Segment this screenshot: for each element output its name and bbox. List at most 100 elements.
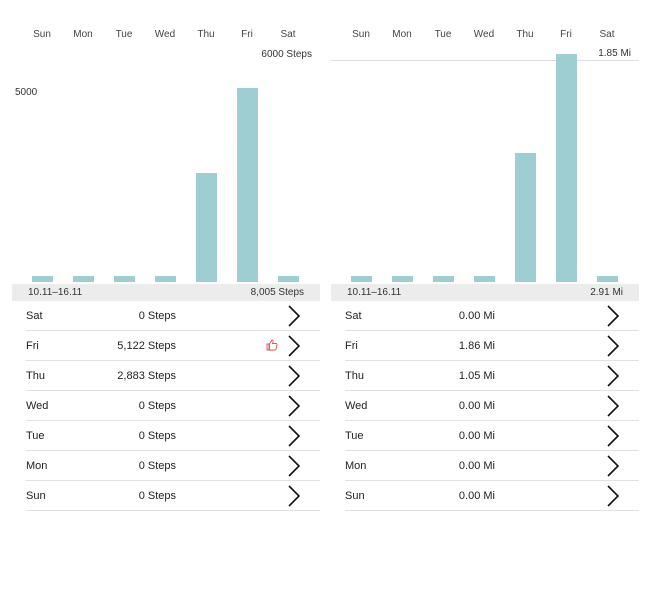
day-label-tue: Tue: [434, 29, 452, 40]
row-day-label: Tue: [26, 430, 45, 442]
distance-goal-label: 1.85 Mi: [598, 48, 631, 59]
bar-wed: [473, 276, 495, 282]
distance-date-range: 10.11–16.11: [347, 287, 402, 298]
steps-row-sat[interactable]: Sat 0 Steps: [26, 301, 320, 331]
day-label-sun: Sun: [33, 29, 51, 40]
day-label-thu: Thu: [197, 29, 215, 40]
steps-day-list: Sat 0 Steps Fri 5,122 Steps Thu 2,883 St…: [26, 301, 320, 511]
day-label-fri: Fri: [560, 29, 572, 40]
distance-total: 2.91 Mi: [590, 287, 623, 298]
bar-tue: [432, 276, 454, 282]
distance-row-sun[interactable]: Sun 0.00 Mi: [345, 481, 639, 511]
chevron-right-icon[interactable]: [282, 424, 306, 448]
bar-fri: [236, 88, 258, 282]
day-label-sun: Sun: [352, 29, 370, 40]
row-day-label: Fri: [345, 340, 358, 352]
chevron-right-icon[interactable]: [601, 454, 625, 478]
distance-row-sat[interactable]: Sat 0.00 Mi: [345, 301, 639, 331]
steps-row-mon[interactable]: Mon 0 Steps: [26, 451, 320, 481]
row-day-label: Thu: [345, 370, 364, 382]
bar-mon: [391, 276, 413, 282]
row-day-label: Mon: [26, 460, 48, 472]
distance-row-wed[interactable]: Wed 0.00 Mi: [345, 391, 639, 421]
steps-date-range: 10.11–16.11: [28, 287, 83, 298]
row-value: 0.00 Mi: [458, 400, 495, 412]
bar-thu: [514, 153, 536, 282]
row-value: 0.00 Mi: [458, 490, 495, 502]
row-value: 0 Steps: [138, 310, 176, 322]
row-day-label: Sun: [345, 490, 365, 502]
row-day-label: Sun: [26, 490, 46, 502]
row-value: 5,122 Steps: [117, 340, 176, 352]
bar-sat: [277, 276, 299, 282]
distance-summary-bar: 10.11–16.11 2.91 Mi: [331, 284, 639, 301]
steps-total: 8,005 Steps: [250, 287, 304, 298]
distance-panel: Sun Mon Tue Wed Thu Fri Sat 1.85 Mi 10.1…: [331, 0, 639, 603]
row-day-label: Wed: [26, 400, 49, 412]
bar-sun: [350, 276, 372, 282]
distance-row-fri[interactable]: Fri 1.86 Mi: [345, 331, 639, 361]
day-label-mon: Mon: [392, 29, 412, 40]
day-label-sat: Sat: [599, 29, 615, 40]
day-label-wed: Wed: [154, 29, 176, 40]
row-value: 0 Steps: [138, 460, 176, 472]
day-label-thu: Thu: [516, 29, 534, 40]
chevron-right-icon[interactable]: [601, 334, 625, 358]
row-day-label: Sat: [26, 310, 43, 322]
steps-row-thu[interactable]: Thu 2,883 Steps: [26, 361, 320, 391]
chevron-right-icon[interactable]: [282, 394, 306, 418]
bar-wed: [154, 276, 176, 282]
row-day-label: Fri: [26, 340, 39, 352]
row-value: 2,883 Steps: [117, 370, 176, 382]
chevron-right-icon[interactable]: [282, 484, 306, 508]
row-day-label: Tue: [345, 430, 364, 442]
steps-ytick-label: 5000: [15, 87, 38, 98]
bar-sun: [31, 276, 53, 282]
bar-mon: [72, 276, 94, 282]
row-day-label: Sat: [345, 310, 362, 322]
chevron-right-icon[interactable]: [282, 304, 306, 328]
chevron-right-icon[interactable]: [601, 394, 625, 418]
distance-day-list: Sat 0.00 Mi Fri 1.86 Mi Thu 1.05 Mi Wed …: [345, 301, 639, 511]
thumbs-up-icon: [266, 339, 278, 351]
distance-chart: Sun Mon Tue Wed Thu Fri Sat 1.85 Mi: [331, 0, 639, 284]
distance-goal-line: [331, 60, 639, 61]
row-value: 0.00 Mi: [458, 310, 495, 322]
row-value: 0.00 Mi: [458, 430, 495, 442]
row-day-label: Wed: [345, 400, 368, 412]
day-label-wed: Wed: [473, 29, 495, 40]
row-day-label: Mon: [345, 460, 367, 472]
day-label-tue: Tue: [115, 29, 133, 40]
distance-row-tue[interactable]: Tue 0.00 Mi: [345, 421, 639, 451]
steps-row-fri[interactable]: Fri 5,122 Steps: [26, 331, 320, 361]
steps-row-sun[interactable]: Sun 0 Steps: [26, 481, 320, 511]
bar-tue: [113, 276, 135, 282]
chevron-right-icon[interactable]: [282, 364, 306, 388]
chevron-right-icon[interactable]: [601, 364, 625, 388]
day-label-sat: Sat: [280, 29, 296, 40]
row-value: 0 Steps: [138, 430, 176, 442]
chevron-right-icon[interactable]: [282, 334, 306, 358]
steps-chart: Sun Mon Tue Wed Thu Fri Sat 6000 Steps 5…: [12, 0, 320, 284]
chevron-right-icon[interactable]: [282, 454, 306, 478]
steps-panel: Sun Mon Tue Wed Thu Fri Sat 6000 Steps 5…: [12, 0, 320, 603]
row-value: 0.00 Mi: [458, 460, 495, 472]
row-value: 0 Steps: [138, 400, 176, 412]
steps-row-tue[interactable]: Tue 0 Steps: [26, 421, 320, 451]
steps-goal-label: 6000 Steps: [261, 49, 312, 60]
row-value: 0 Steps: [138, 490, 176, 502]
chevron-right-icon[interactable]: [601, 304, 625, 328]
day-label-fri: Fri: [241, 29, 253, 40]
distance-row-thu[interactable]: Thu 1.05 Mi: [345, 361, 639, 391]
distance-row-mon[interactable]: Mon 0.00 Mi: [345, 451, 639, 481]
chevron-right-icon[interactable]: [601, 424, 625, 448]
row-value: 1.05 Mi: [458, 370, 495, 382]
row-day-label: Thu: [26, 370, 45, 382]
day-label-mon: Mon: [73, 29, 93, 40]
chevron-right-icon[interactable]: [601, 484, 625, 508]
steps-summary-bar: 10.11–16.11 8,005 Steps: [12, 284, 320, 301]
bar-fri: [555, 53, 577, 282]
bar-sat: [596, 276, 618, 282]
steps-row-wed[interactable]: Wed 0 Steps: [26, 391, 320, 421]
row-value: 1.86 Mi: [458, 340, 495, 352]
